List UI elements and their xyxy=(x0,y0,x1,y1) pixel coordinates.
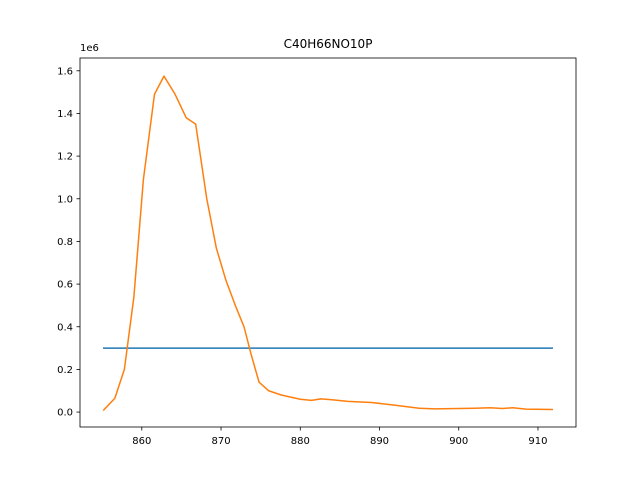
chart-title: C40H66NO10P xyxy=(284,37,373,51)
y-tick-label: 0.6 xyxy=(57,280,73,291)
y-tick-label: 0.2 xyxy=(57,365,73,376)
y-tick-label: 1.4 xyxy=(57,109,73,120)
y-tick-label: 0.4 xyxy=(57,322,73,333)
x-tick-label: 860 xyxy=(132,436,151,447)
plot-area: 860 870 880 890 900 910 0.0 0.2 0.4 0.6 0.8 1.0 1.2 1… xyxy=(57,57,577,447)
y-tick-label: 1.0 xyxy=(57,194,73,205)
y-tick-label: 0.0 xyxy=(57,408,73,419)
series-line-2 xyxy=(102,75,553,412)
y-tick-label: 0.8 xyxy=(57,237,73,248)
x-tick-label: 870 xyxy=(211,436,230,447)
axes-frame xyxy=(79,57,577,428)
y-tick-label: 1.6 xyxy=(57,66,73,77)
x-tick-label: 900 xyxy=(449,436,468,447)
x-tick-label: 880 xyxy=(291,436,310,447)
x-tick-label: 890 xyxy=(370,436,389,447)
x-tick-label: 910 xyxy=(528,436,547,447)
y-offset-label: 1e6 xyxy=(80,43,99,54)
y-tick-label: 1.2 xyxy=(57,152,73,163)
